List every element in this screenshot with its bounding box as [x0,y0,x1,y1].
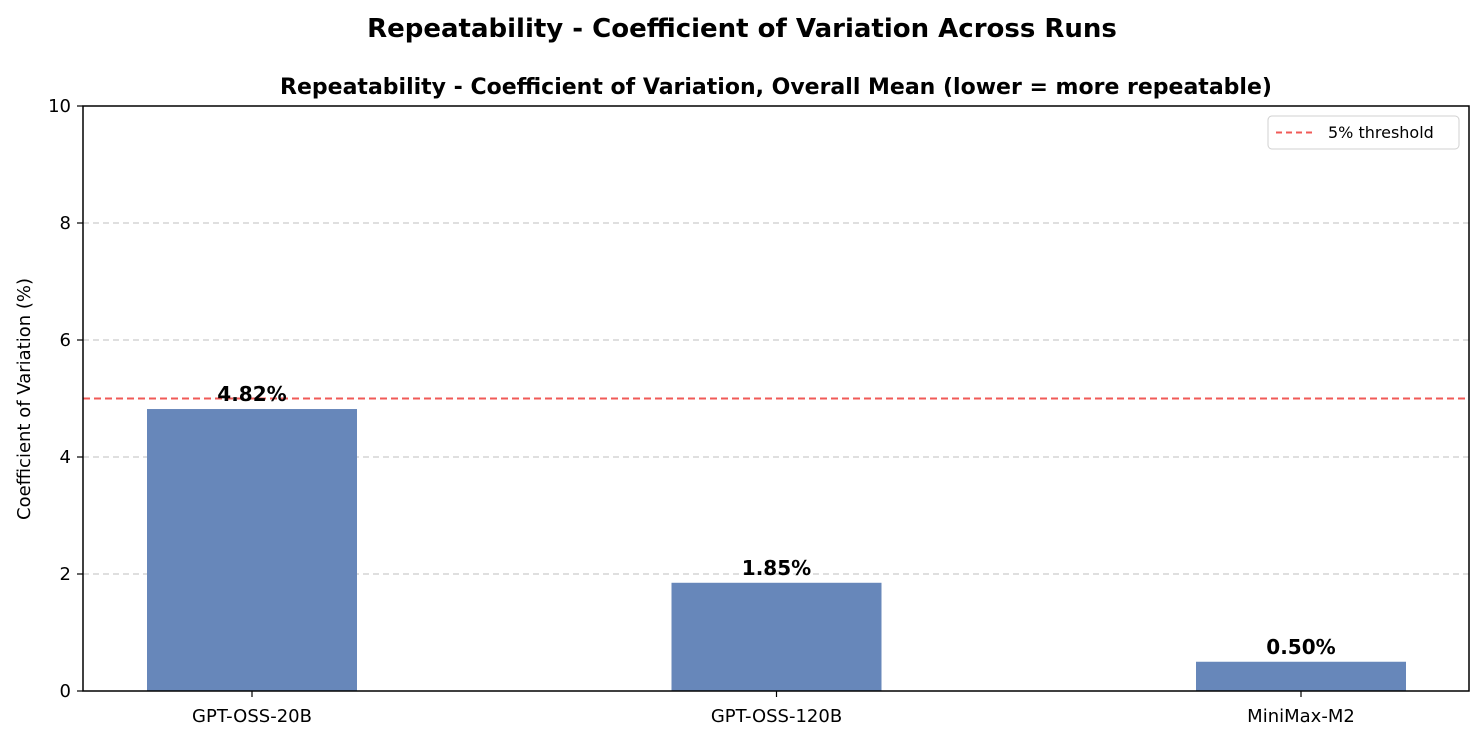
x-tick-label: GPT-OSS-120B [711,706,842,727]
chart-title: Repeatability - Coefficient of Variation… [280,75,1272,100]
y-tick-label: 2 [60,564,71,585]
y-tick-label: 6 [60,330,71,351]
y-axis-label: Coefficient of Variation (%) [14,278,35,520]
legend-box [1267,115,1460,150]
x-tick-label: GPT-OSS-20B [192,706,312,727]
bar [1196,661,1406,691]
x-axis: GPT-OSS-20B GPT-OSS-120B MiniMax-M2 [192,691,1355,727]
legend-threshold-label: 5% threshold [1328,123,1434,142]
y-tick-label: 4 [60,447,71,468]
bar-value-label: 0.50% [1266,635,1335,659]
bar [147,409,357,691]
bar-value-label: 4.82% [217,382,286,406]
y-tick-label: 10 [48,96,71,117]
figure-suptitle: Repeatability - Coefficient of Variation… [367,14,1117,44]
bar-value-label: 1.85% [742,556,811,580]
y-tick-label: 8 [60,213,71,234]
x-tick-label: MiniMax-M2 [1247,706,1355,727]
y-tick-label: 0 [60,681,71,702]
legend: 5% threshold [1267,115,1460,150]
bar-value-labels: 4.82% 1.85% 0.50% [217,382,1335,659]
bar [671,582,882,691]
y-axis: 0 2 4 6 8 10 [48,96,83,702]
bars [147,409,1406,691]
